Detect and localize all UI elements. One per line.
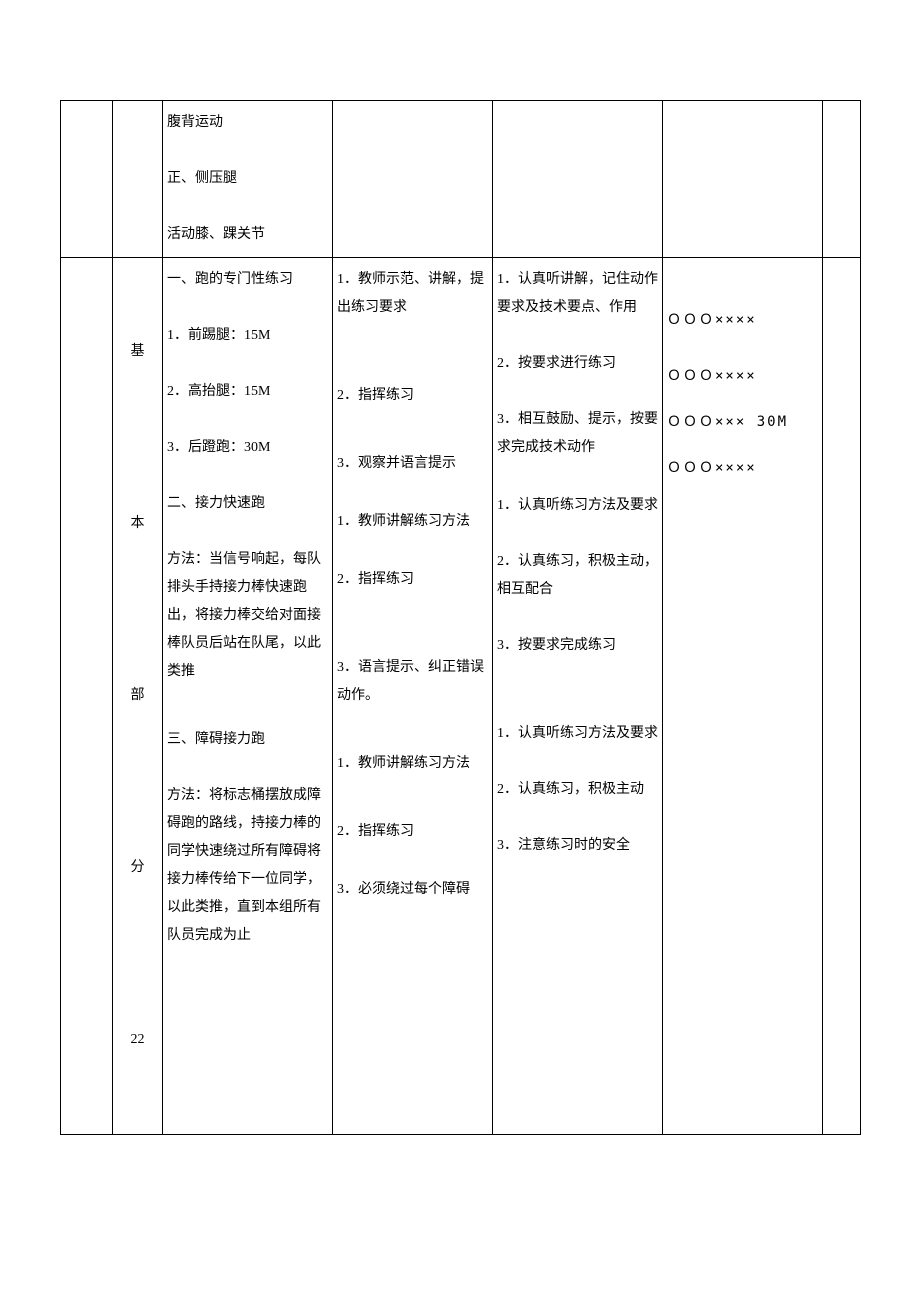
section-char: 分 — [131, 854, 145, 882]
teacher-text: 1．教师讲解练习方法 — [337, 750, 488, 778]
content-cell: 一、跑的专门性练习 1．前踢腿：15M 2．高抬腿：15M 3．后蹬跑：30M … — [163, 258, 333, 1135]
teacher-text: 2．指挥练习 — [337, 382, 488, 410]
empty-cell — [61, 258, 113, 1135]
table-row: 腹背运动 正、侧压腿 活动膝、踝关节 — [61, 101, 861, 258]
teacher-text: 3．必须绕过每个障碍 — [337, 876, 488, 904]
content-text: 一、跑的专门性练习 — [167, 266, 328, 294]
formation-line: ＯＯＯ×××× — [667, 362, 818, 390]
student-text: 2．认真练习，积极主动 — [497, 776, 658, 804]
lesson-plan-table: 腹背运动 正、侧压腿 活动膝、踝关节 基 本 部 分 22 — [60, 100, 861, 1135]
content-text: 3．后蹬跑：30M — [167, 434, 328, 462]
content-text: 活动膝、踝关节 — [167, 221, 328, 249]
teacher-text: 1．教师讲解练习方法 — [337, 508, 488, 536]
teacher-cell: 1．教师示范、讲解，提出练习要求 2．指挥练习 3．观察并语言提示 1．教师讲解… — [333, 258, 493, 1135]
student-text: 1．认真听练习方法及要求 — [497, 720, 658, 748]
formation-line: ＯＯＯ×××× — [667, 306, 818, 334]
content-text: 方法：当信号响起，每队排头手持接力棒快速跑出，将接力棒交给对面接棒队员后站在队尾… — [167, 546, 328, 686]
section-cell-empty — [113, 101, 163, 258]
teacher-text: 3．语言提示、纠正错误动作。 — [337, 654, 488, 710]
content-cell: 腹背运动 正、侧压腿 活动膝、踝关节 — [163, 101, 333, 258]
student-text: 3．注意练习时的安全 — [497, 832, 658, 860]
formation-cell: ＯＯＯ×××× ＯＯＯ×××× ＯＯＯ××× 30M ＯＯＯ×××× — [663, 258, 823, 1135]
student-cell: 1．认真听讲解，记住动作要求及技术要点、作用 2．按要求进行练习 3．相互鼓励、… — [493, 258, 663, 1135]
student-text: 2．按要求进行练习 — [497, 350, 658, 378]
student-text: 1．认真听练习方法及要求 — [497, 492, 658, 520]
empty-cell — [823, 258, 861, 1135]
section-label-cell: 基 本 部 分 22 — [113, 258, 163, 1135]
empty-cell — [823, 101, 861, 258]
content-text: 2．高抬腿：15M — [167, 378, 328, 406]
content-text: 方法：将标志桶摆放成障碍跑的路线，持接力棒的同学快速绕过所有障碍将接力棒传给下一… — [167, 782, 328, 950]
section-char: 本 — [131, 510, 145, 538]
section-char: 基 — [131, 338, 145, 366]
formation-cell-empty — [663, 101, 823, 258]
section-label: 基 本 部 分 22 — [117, 266, 158, 1126]
empty-cell — [61, 101, 113, 258]
teacher-text: 2．指挥练习 — [337, 818, 488, 846]
table-row: 基 本 部 分 22 一、跑的专门性练习 1．前踢腿：15M 2．高抬腿：15M… — [61, 258, 861, 1135]
student-text: 3．相互鼓励、提示，按要求完成技术动作 — [497, 406, 658, 462]
student-text: 2．认真练习，积极主动，相互配合 — [497, 548, 658, 604]
content-text: 三、障碍接力跑 — [167, 726, 328, 754]
content-text: 正、侧压腿 — [167, 165, 328, 193]
teacher-cell-empty — [333, 101, 493, 258]
teacher-text: 2．指挥练习 — [337, 566, 488, 594]
student-text: 3．按要求完成练习 — [497, 632, 658, 660]
teacher-text: 1．教师示范、讲解，提出练习要求 — [337, 266, 488, 322]
formation-line: ＯＯＯ××× 30M — [667, 408, 818, 436]
content-text: 二、接力快速跑 — [167, 490, 328, 518]
section-duration: 22 — [131, 1026, 145, 1054]
teacher-text: 3．观察并语言提示 — [337, 450, 488, 478]
section-char: 部 — [131, 682, 145, 710]
lesson-plan-page: 腹背运动 正、侧压腿 活动膝、踝关节 基 本 部 分 22 — [0, 0, 920, 1175]
formation-line: ＯＯＯ×××× — [667, 454, 818, 482]
student-cell-empty — [493, 101, 663, 258]
content-text: 腹背运动 — [167, 109, 328, 137]
content-text: 1．前踢腿：15M — [167, 322, 328, 350]
student-text: 1．认真听讲解，记住动作要求及技术要点、作用 — [497, 266, 658, 322]
